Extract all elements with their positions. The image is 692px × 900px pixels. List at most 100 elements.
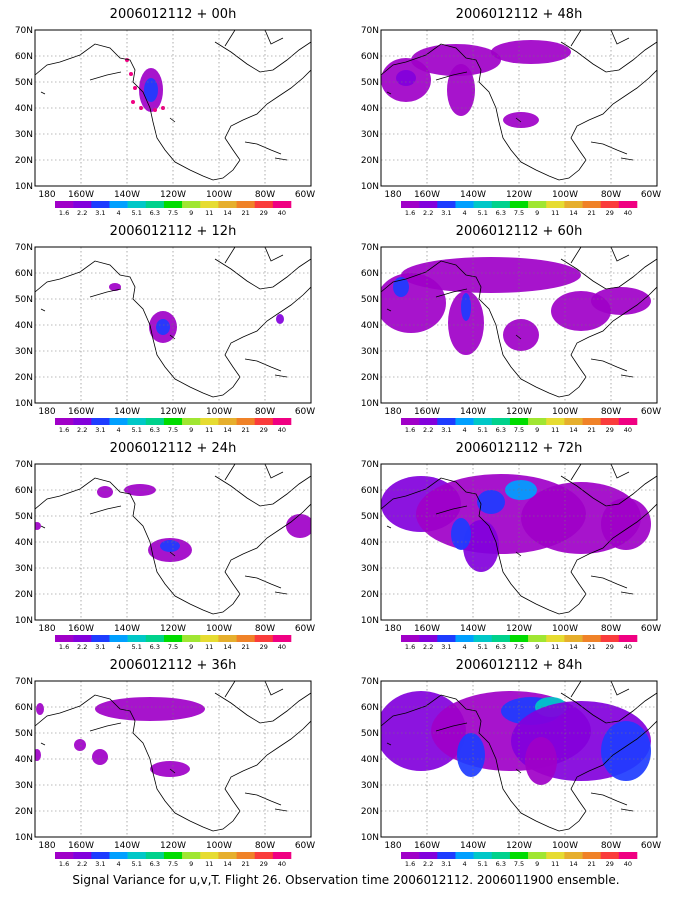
variance-contour [401,257,581,293]
colorbar-swatch [600,201,620,208]
colorbar-swatch [491,635,511,642]
variance-contour [36,703,44,715]
colorbar-label: 11 [551,643,559,651]
colorbar-swatch [546,201,565,208]
lon-tick-label: 160W [68,624,94,634]
colorbar-label: 5.1 [132,860,142,868]
lon-tick-label: 160W [414,407,440,417]
lat-tick-label: 30N [361,130,379,140]
colorbar-label: 29 [260,209,268,217]
lon-tick-label: 180 [384,841,401,851]
colorbar-label: 6.3 [496,643,506,651]
colorbar-label: 7.5 [168,209,178,217]
colorbar-label: 29 [606,643,614,651]
colorbar-swatch [145,635,165,642]
colorbar-swatch [127,201,147,208]
lon-tick-label: 180 [38,407,55,417]
observation-track-dot [131,100,135,104]
colorbar-label: 40 [278,860,286,868]
panel-title: 2006012112 + 00h [110,7,237,22]
lon-tick-label: 160W [414,624,440,634]
lon-tick-label: 120W [160,190,186,200]
colorbar-label: 40 [624,209,632,217]
variance-field [381,40,571,128]
colorbar-swatch [200,418,219,425]
colorbar-label: 11 [205,643,213,651]
colorbar-swatch [145,201,165,208]
lat-tick-label: 40N [361,538,379,548]
colorbar-swatch [254,852,274,859]
variance-contour [463,520,499,572]
colorbar-swatch [163,418,183,425]
lon-tick-label: 80W [255,841,275,851]
colorbar-swatch [401,635,420,642]
lon-tick-label: 160W [414,190,440,200]
variance-contour [109,283,121,291]
lat-tick-label: 10N [361,182,379,192]
map-frame [34,246,312,404]
colorbar-swatch [254,201,274,208]
map-panel: 2006012112 + 48h 180 160W 140W 120W 100W 80W 60… [361,7,661,217]
lat-tick-label: 30N [15,130,33,140]
lon-tick-label: 60W [641,841,661,851]
colorbar-label: 11 [551,860,559,868]
colorbar-label: 3.1 [441,643,451,651]
colorbar-label: 6.3 [496,860,506,868]
lat-tick-label: 30N [361,564,379,574]
variance-contour [286,514,311,538]
map-frame [380,246,658,404]
colorbar-swatch [109,201,128,208]
lat-tick-label: 20N [15,590,33,600]
panel-title: 2006012112 + 84h [456,658,583,673]
lon-tick-label: 140W [114,407,140,417]
colorbar-label: 6.3 [496,426,506,434]
colorbar-swatch [163,635,183,642]
colorbar-swatch [182,418,201,425]
lat-tick-label: 40N [15,755,33,765]
colorbar-swatch [582,418,601,425]
colorbar-label: 9 [189,426,193,434]
observation-track-dot [139,106,143,110]
colorbar-swatch [528,852,547,859]
colorbar-label: 40 [278,209,286,217]
colorbar-label: 21 [587,643,595,651]
colorbar-swatch [218,635,237,642]
colorbar-swatch [528,635,547,642]
colorbar-label: 21 [587,209,595,217]
colorbar-swatch [564,635,583,642]
lon-tick-label: 140W [460,407,486,417]
colorbar-swatch [182,852,201,859]
colorbar-label: 4 [116,860,120,868]
colorbar-swatch [127,635,147,642]
variance-contour [393,277,409,297]
colorbar-label: 1.6 [405,209,415,217]
lat-tick-label: 70N [361,677,379,687]
colorbar-swatch [272,418,292,425]
lon-tick-label: 60W [295,841,315,851]
colorbar-swatch [528,418,547,425]
colorbar-label: 11 [551,426,559,434]
lat-tick-label: 40N [15,321,33,331]
lon-tick-label: 140W [460,624,486,634]
lon-tick-label: 100W [206,841,232,851]
colorbar-label: 14 [223,643,231,651]
lon-tick-label: 120W [506,841,532,851]
lon-tick-label: 180 [384,407,401,417]
colorbar-label: 9 [535,426,539,434]
lon-tick-label: 140W [460,190,486,200]
colorbar-swatch [272,201,292,208]
colorbar-swatch [200,201,219,208]
lon-tick-label: 120W [506,190,532,200]
colorbar-label: 14 [223,426,231,434]
map-panel: 2006012112 + 00h 180 160W 140W 120W 100W 80W 60… [15,7,315,217]
colorbar-swatch [182,635,201,642]
lon-tick-label: 100W [552,841,578,851]
lat-tick-label: 60N [361,486,379,496]
lat-tick-label: 30N [15,347,33,357]
colorbar-swatch [218,852,237,859]
colorbar-label: 2.2 [77,860,87,868]
colorbar-swatch [509,635,529,642]
lat-tick-label: 40N [361,755,379,765]
colorbar-label: 2.2 [77,643,87,651]
lon-tick-label: 140W [114,841,140,851]
